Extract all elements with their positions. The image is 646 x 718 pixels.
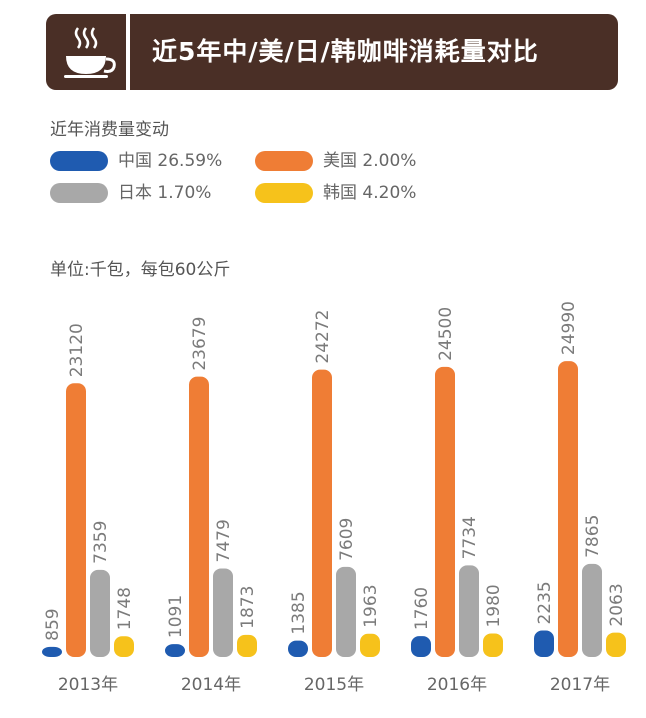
legend-swatch	[50, 151, 108, 171]
bar-china-4	[534, 630, 554, 657]
bar-china-1	[165, 644, 185, 657]
page-title: 近5年中/美/日/韩咖啡消耗量对比	[130, 14, 618, 90]
data-label-china-4: 2235	[535, 581, 555, 624]
legend-label: 日本 1.70%	[118, 183, 212, 203]
bar-korea-1	[237, 634, 257, 657]
bar-china-3	[411, 636, 431, 657]
bar-china-0	[42, 646, 62, 657]
bar-japan-2	[336, 566, 356, 657]
data-label-usa-1: 23679	[190, 317, 210, 371]
bar-japan-4	[582, 563, 602, 657]
data-label-japan-2: 7609	[337, 518, 357, 561]
bar-korea-0	[114, 636, 134, 657]
x-tick-label: 2017年	[550, 675, 610, 695]
bar-usa-0	[66, 383, 86, 657]
data-label-japan-3: 7734	[460, 516, 480, 559]
data-label-korea-1: 1873	[238, 586, 258, 629]
x-tick-label: 2014年	[181, 675, 241, 695]
coffee-cup-icon	[46, 14, 126, 90]
data-label-china-3: 1760	[412, 587, 432, 630]
bar-japan-1	[213, 568, 233, 657]
data-label-usa-0: 23120	[67, 323, 87, 377]
bar-usa-1	[189, 376, 209, 657]
legend-label: 美国 2.00%	[323, 151, 417, 171]
data-label-usa-4: 24990	[559, 301, 579, 355]
legend-title: 近年消费量变动	[50, 120, 169, 140]
data-label-korea-3: 1980	[484, 584, 504, 627]
data-label-korea-4: 2063	[607, 583, 627, 626]
data-label-japan-4: 7865	[583, 515, 603, 558]
bar-japan-0	[90, 569, 110, 657]
bar-korea-3	[483, 633, 503, 657]
legend-swatch	[255, 151, 313, 171]
bar-china-2	[288, 640, 308, 657]
bar-japan-3	[459, 565, 479, 657]
header: 近5年中/美/日/韩咖啡消耗量对比	[46, 14, 618, 90]
data-label-korea-0: 1748	[115, 587, 135, 630]
bar-korea-4	[606, 632, 626, 657]
data-label-china-0: 859	[43, 608, 63, 640]
data-label-usa-3: 24500	[436, 307, 456, 361]
legend-label: 中国 26.59%	[118, 151, 223, 171]
x-tick-label: 2016年	[427, 675, 487, 695]
unit-label: 单位:千包，每包60公斤	[50, 260, 231, 280]
x-tick-label: 2013年	[58, 675, 118, 695]
x-tick-label: 2015年	[304, 675, 364, 695]
bar-usa-3	[435, 366, 455, 657]
bar-usa-4	[558, 361, 578, 657]
data-label-usa-2: 24272	[313, 310, 333, 364]
data-label-china-2: 1385	[289, 591, 309, 634]
legend-label: 韩国 4.20%	[323, 183, 417, 203]
data-label-china-1: 1091	[166, 595, 186, 638]
legend-swatch	[50, 183, 108, 203]
legend-swatch	[255, 183, 313, 203]
bar-korea-2	[360, 633, 380, 657]
bar-usa-2	[312, 369, 332, 657]
data-label-korea-2: 1963	[361, 584, 381, 627]
data-label-japan-0: 7359	[91, 521, 111, 564]
data-label-japan-1: 7479	[214, 519, 234, 562]
